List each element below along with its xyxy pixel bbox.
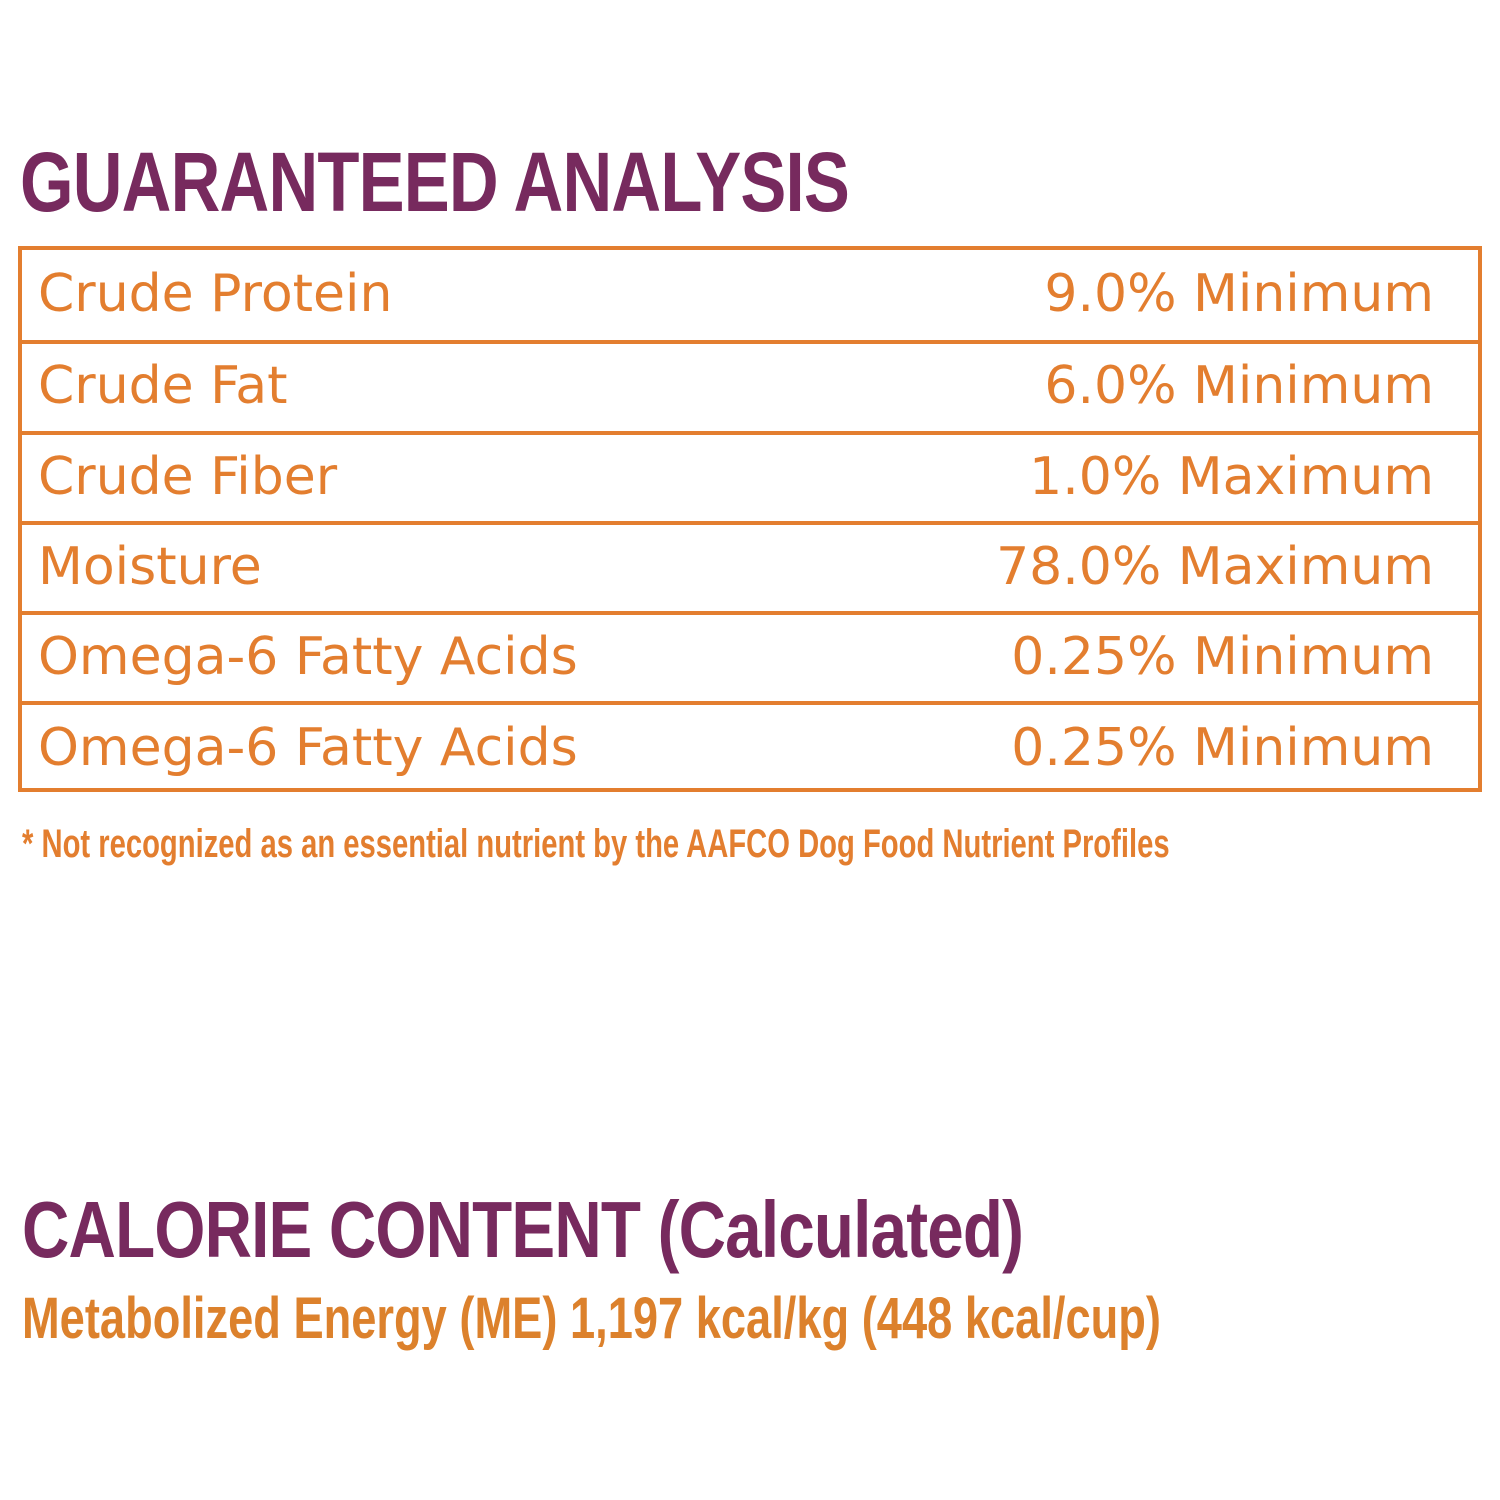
calorie-content-title: CALORIE CONTENT (Calculated) [22, 1185, 1024, 1274]
table-row: Crude Protein 9.0% Minimum [22, 250, 1478, 340]
table-row: Crude Fiber 1.0% Maximum [22, 430, 1478, 521]
guaranteed-analysis-title: GUARANTEED ANALYSIS [20, 135, 850, 229]
nutrient-name: Crude Fiber [38, 446, 338, 507]
nutrient-value: 9.0% Minimum [1044, 263, 1434, 324]
nutrient-value: 6.0% Minimum [1044, 356, 1434, 417]
nutrient-value: 78.0% Maximum [996, 536, 1434, 597]
guaranteed-analysis-table: Crude Protein 9.0% Minimum Crude Fat 6.0… [18, 246, 1482, 792]
metabolized-energy-text: Metabolized Energy (ME) 1,197 kcal/kg (4… [22, 1286, 1161, 1351]
nutrient-value: 0.25% Minimum [1011, 627, 1434, 688]
nutrient-name: Crude Fat [38, 356, 288, 417]
aafco-footnote: * Not recognized as an essential nutrien… [22, 822, 1170, 866]
nutrient-name: Crude Protein [38, 263, 393, 324]
table-row: Moisture 78.0% Maximum [22, 520, 1478, 611]
nutrient-value: 1.0% Maximum [1029, 446, 1434, 507]
nutrient-name: Moisture [38, 536, 262, 597]
nutrient-name: Omega-6 Fatty Acids [38, 627, 578, 688]
table-row: Crude Fat 6.0% Minimum [22, 340, 1478, 430]
table-row: Omega-6 Fatty Acids 0.25% Minimum [22, 611, 1478, 701]
table-row: Omega-6 Fatty Acids 0.25% Minimum [22, 701, 1478, 791]
nutrient-value: 0.25% Minimum [1011, 717, 1434, 778]
nutrient-name: Omega-6 Fatty Acids [38, 717, 578, 778]
